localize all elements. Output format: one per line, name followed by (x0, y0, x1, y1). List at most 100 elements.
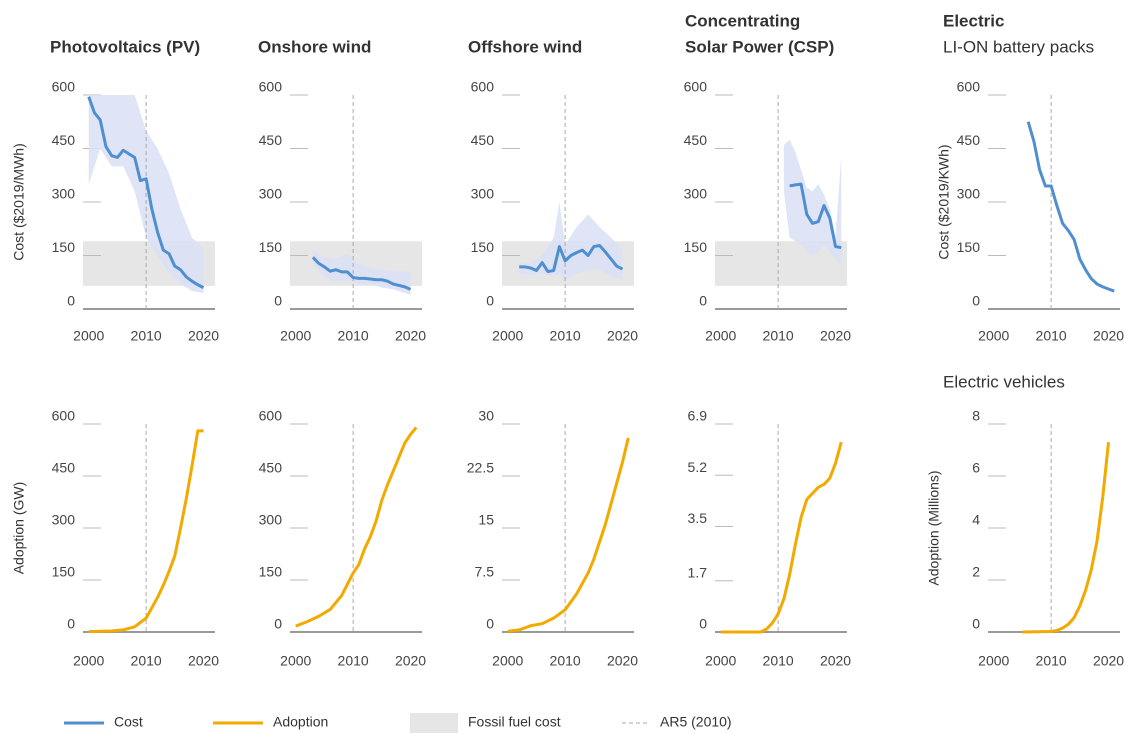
y-tick-label: 0 (67, 616, 75, 632)
x-tick-label: 2010 (1036, 328, 1067, 344)
x-tick-label: 2000 (280, 328, 311, 344)
x-tick-label: 2010 (1036, 653, 1067, 669)
y-tick-label: 150 (957, 239, 981, 255)
x-tick-label: 2000 (492, 653, 523, 669)
x-tick-label: 2010 (131, 328, 162, 344)
data-line (1026, 121, 1115, 293)
y-tick-label: 450 (52, 460, 76, 476)
legend-label: AR5 (2010) (660, 714, 732, 730)
y-tick-label: 600 (684, 79, 708, 95)
x-tick-label: 2020 (395, 328, 426, 344)
y-tick-label: 0 (699, 616, 707, 632)
data-line (87, 96, 205, 289)
y-tick-label: 150 (684, 239, 708, 255)
x-tick-label: 2010 (338, 328, 369, 344)
y-tick-label: 450 (684, 132, 708, 148)
panel-title: Electric (943, 11, 1004, 30)
panel-subtitle: LI-ON battery packs (943, 37, 1094, 56)
panel-title: Offshore wind (468, 37, 582, 56)
fossil-band (715, 241, 847, 286)
y-tick-label: 300 (259, 512, 283, 528)
x-tick-label: 2010 (550, 328, 581, 344)
data-line (1022, 442, 1111, 634)
y-tick-label: 300 (259, 186, 283, 202)
legend-label: Fossil fuel cost (468, 714, 561, 730)
x-tick-label: 2020 (188, 328, 219, 344)
legend-label: Adoption (273, 714, 328, 730)
data-line (519, 244, 624, 274)
data-line (507, 437, 630, 633)
y-tick-label: 150 (471, 239, 495, 255)
x-tick-label: 2020 (395, 653, 426, 669)
x-tick-label: 2000 (73, 653, 104, 669)
panel-title: Concentrating (685, 11, 800, 30)
uncertainty-band (519, 202, 623, 281)
panel-title: Photovoltaics (PV) (50, 37, 200, 56)
y-tick-label: 300 (957, 186, 981, 202)
y-tick-label: 6 (972, 460, 980, 476)
y-tick-label: 5.2 (688, 459, 708, 475)
x-tick-label: 2000 (978, 328, 1009, 344)
y-tick-label: 4 (972, 512, 980, 528)
x-tick-label: 2020 (1093, 653, 1124, 669)
y-tick-label: 450 (259, 132, 283, 148)
y-tick-label: 300 (684, 186, 708, 202)
y-tick-label: 150 (52, 239, 76, 255)
x-tick-label: 2010 (763, 328, 794, 344)
y-tick-label: 30 (478, 408, 494, 424)
y-tick-label: 150 (259, 239, 283, 255)
y-tick-label: 300 (471, 186, 495, 202)
uncertainty-band (783, 139, 842, 267)
y-tick-label: 150 (52, 564, 76, 580)
y-tick-label: 0 (486, 616, 494, 632)
data-line (311, 256, 412, 291)
y-tick-label: 600 (52, 408, 76, 424)
uncertainty-band (312, 250, 411, 295)
x-tick-label: 2000 (280, 653, 311, 669)
y-tick-label: 0 (274, 616, 282, 632)
x-tick-label: 2010 (338, 653, 369, 669)
y-tick-label: 3.5 (688, 510, 708, 526)
y-tick-label: 300 (52, 186, 76, 202)
data-line (88, 429, 204, 634)
y-tick-label: 600 (259, 408, 283, 424)
panel-title: Electric vehicles (943, 372, 1065, 391)
x-tick-label: 2020 (820, 653, 851, 669)
y-tick-label: 8 (972, 408, 980, 424)
y-tick-label: 0 (972, 616, 980, 632)
y-tick-label: 0 (486, 293, 494, 309)
y-axis-label: Adoption (GW) (11, 482, 27, 575)
x-tick-label: 2020 (607, 653, 638, 669)
x-tick-label: 2010 (550, 653, 581, 669)
x-tick-label: 2020 (607, 328, 638, 344)
y-tick-label: 600 (259, 79, 283, 95)
x-tick-label: 2000 (73, 328, 104, 344)
data-line (720, 441, 843, 634)
x-tick-label: 2000 (492, 328, 523, 344)
y-tick-label: 150 (259, 564, 283, 580)
y-tick-label: 300 (52, 512, 76, 528)
y-tick-label: 450 (957, 132, 981, 148)
y-tick-label: 6.9 (688, 408, 708, 424)
x-tick-label: 2010 (131, 653, 162, 669)
x-tick-label: 2000 (705, 328, 736, 344)
y-tick-label: 600 (471, 79, 495, 95)
y-tick-label: 0 (972, 293, 980, 309)
y-tick-label: 7.5 (475, 564, 495, 580)
data-line (295, 426, 418, 628)
y-tick-label: 600 (957, 79, 981, 95)
y-axis-label: Adoption (Millions) (926, 470, 942, 585)
panel-title: Onshore wind (258, 37, 371, 56)
x-tick-label: 2020 (188, 653, 219, 669)
x-tick-label: 2020 (820, 328, 851, 344)
y-tick-label: 0 (699, 293, 707, 309)
y-tick-label: 22.5 (467, 460, 494, 476)
y-tick-label: 2 (972, 564, 980, 580)
legend-swatch (410, 713, 458, 733)
legend-label: Cost (114, 714, 143, 730)
y-tick-label: 1.7 (688, 564, 708, 580)
x-tick-label: 2000 (705, 653, 736, 669)
y-tick-label: 450 (52, 132, 76, 148)
y-axis-label: Cost ($2019/KWh) (936, 144, 952, 259)
panel-title: Solar Power (CSP) (685, 37, 834, 56)
